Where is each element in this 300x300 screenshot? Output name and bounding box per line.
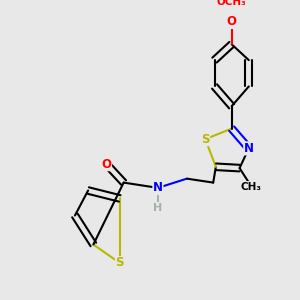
Text: N: N [153,182,163,194]
Text: CH₃: CH₃ [241,182,262,191]
Text: OCH₃: OCH₃ [217,0,247,7]
Text: S: S [201,133,210,146]
Text: O: O [101,158,112,171]
Text: N: N [244,142,254,155]
Text: H: H [153,202,163,213]
Text: O: O [227,15,237,28]
Text: S: S [116,256,124,269]
